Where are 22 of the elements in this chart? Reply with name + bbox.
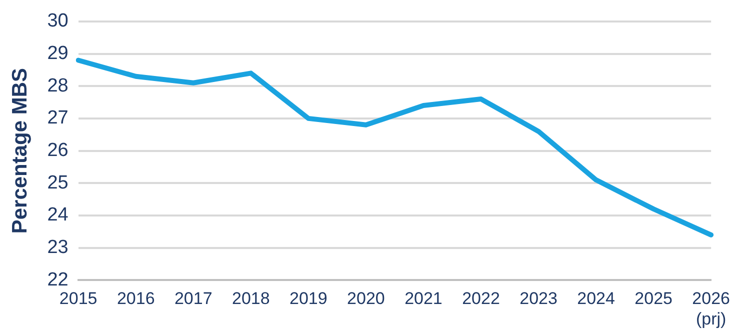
- y-tick-label: 22: [47, 269, 68, 290]
- y-tick-label: 27: [47, 108, 68, 129]
- y-tick-label: 28: [47, 75, 68, 96]
- x-tick-label: 2016: [116, 289, 155, 308]
- x-tick-label: 2019: [290, 289, 328, 308]
- x-tick-label: 2017: [174, 289, 212, 308]
- x-tick-label: 2015: [59, 289, 98, 308]
- y-tick-label: 23: [47, 237, 68, 258]
- y-tick-label: 24: [47, 204, 69, 226]
- x-tick-label: 2022: [462, 289, 500, 308]
- y-tick-label: 30: [47, 10, 68, 32]
- x-tick-label: 2020: [347, 289, 385, 308]
- y-axis-title: Percentage MBS: [8, 68, 32, 234]
- x-tick-label: 2025: [634, 289, 672, 308]
- x-tick-label: 2026 (prj): [692, 289, 730, 328]
- y-tick-label: 25: [47, 172, 68, 194]
- x-tick-label: 2024: [577, 289, 615, 308]
- y-tick-label: 26: [47, 140, 68, 162]
- y-tick-label: 29: [47, 42, 68, 64]
- x-tick-label: 2018: [232, 289, 270, 308]
- x-tick-label: 2021: [404, 289, 442, 308]
- x-tick-label: 2023: [520, 289, 558, 308]
